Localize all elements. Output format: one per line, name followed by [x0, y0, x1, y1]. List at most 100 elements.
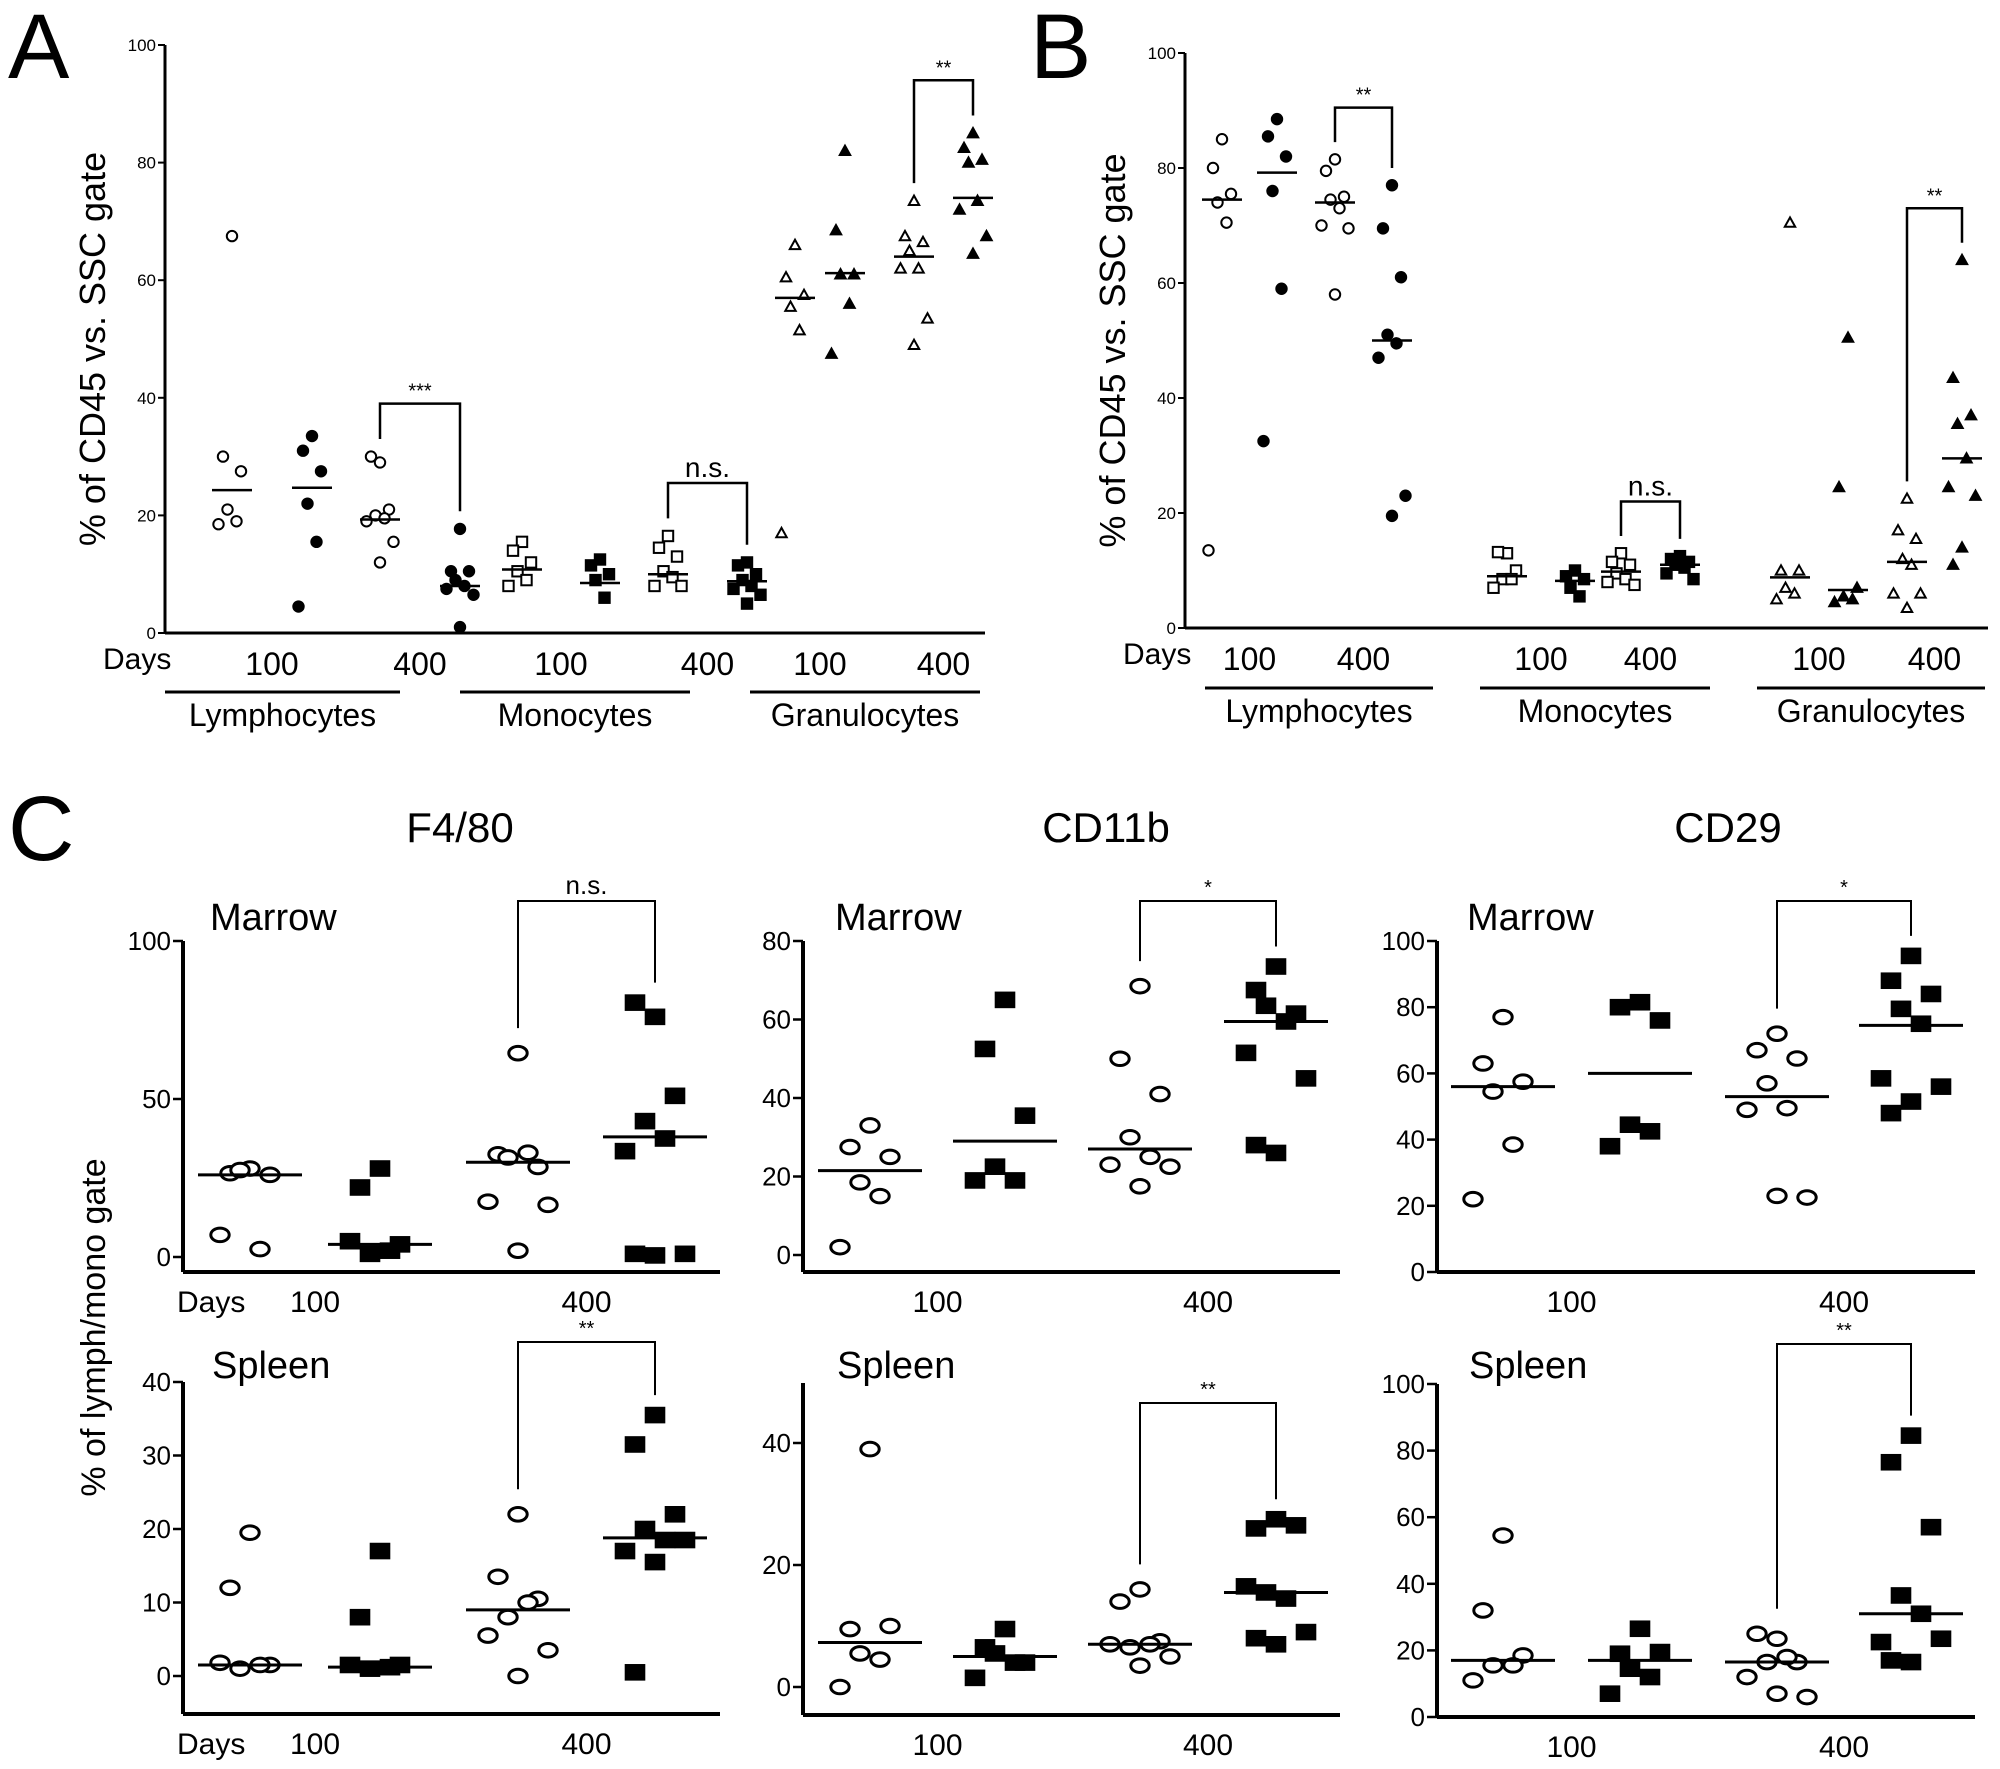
series-granulocytes: [824, 143, 865, 359]
data-point: [1827, 594, 1842, 608]
data-point: [779, 270, 793, 283]
data-point: [1601, 575, 1614, 589]
data-point: [634, 1112, 656, 1130]
data-point: [1482, 1083, 1504, 1100]
data-point: [598, 591, 611, 604]
series-monocytes: [1601, 547, 1641, 592]
data-point: [1736, 1668, 1758, 1686]
panel-b: 0 20 40 60 80 100 % of CD45 vs. SSC gate Days 10…: [1092, 44, 1988, 729]
data-point: [1004, 1172, 1026, 1189]
series-lymphocytes: [1315, 153, 1355, 301]
series-400: [466, 1044, 570, 1259]
data-point: [221, 503, 234, 516]
series-lymphocytes: [1202, 133, 1242, 557]
data-point: [1099, 1156, 1121, 1174]
panel-label-a: A: [8, 0, 70, 98]
data-point: [664, 1087, 686, 1105]
panel-a: 0 20 40 60 80 100 % of CD45 vs. SSC gate Days 10…: [72, 36, 994, 733]
data-point: [1220, 216, 1233, 229]
panel-c-cd11b-spleen: 0 20 40 Spleen 100 400 **: [762, 1345, 1340, 1762]
data-point: [1109, 1593, 1131, 1610]
data-point: [1482, 1657, 1504, 1674]
y-tick-label: 20: [1157, 504, 1176, 523]
data-point: [654, 1531, 676, 1549]
data-point: [654, 1130, 676, 1147]
data-point: [1776, 1648, 1798, 1666]
tissue-label: Spleen: [1469, 1345, 1587, 1387]
data-point: [1512, 1073, 1534, 1090]
data-point: [1215, 133, 1229, 146]
significance-bracket: [666, 481, 749, 545]
data-point: [360, 515, 373, 528]
data-point: [1159, 1648, 1181, 1665]
x-tick-label: 100: [245, 646, 298, 682]
data-point: [1880, 1453, 1902, 1471]
data-point: [859, 1117, 881, 1134]
data-point: [994, 991, 1016, 1009]
group-label: Granulocytes: [771, 697, 960, 733]
data-point: [788, 237, 802, 251]
data-point: [369, 1542, 391, 1560]
significance-bracket: [378, 402, 462, 512]
x-tick-label: 400: [1819, 1286, 1869, 1319]
data-point: [1265, 1144, 1287, 1162]
data-point: [964, 1172, 986, 1189]
data-point: [1687, 572, 1700, 586]
data-point: [1245, 1520, 1267, 1537]
data-point: [1129, 977, 1151, 995]
x-tick-label: 400: [393, 646, 446, 682]
data-point: [1202, 544, 1215, 557]
days-label: Days: [177, 1286, 245, 1319]
data-point: [517, 1594, 539, 1611]
y-tick-label: 10: [142, 1588, 171, 1618]
data-point: [975, 152, 989, 165]
series-lymphocytes: [212, 229, 252, 531]
data-point: [1265, 1636, 1287, 1653]
x-tick-label: 400: [1908, 641, 1961, 677]
significance-label: **: [1927, 185, 1943, 207]
data-point: [1487, 581, 1500, 594]
data-point: [1946, 370, 1960, 384]
data-point: [749, 568, 763, 581]
series-monocytes: [648, 529, 688, 593]
data-point: [1766, 1025, 1788, 1042]
data-point: [1891, 522, 1905, 536]
y-tick-label: 0: [157, 1242, 171, 1272]
data-point: [979, 228, 994, 242]
data-point: [373, 456, 387, 469]
data-point: [520, 573, 533, 587]
data-point: [1394, 271, 1408, 284]
significance-label: n.s.: [685, 452, 730, 483]
data-point: [1964, 407, 1978, 421]
data-point: [1900, 1093, 1922, 1110]
x-tick-label: 100: [912, 1286, 962, 1319]
y-tick-label: 100: [1382, 926, 1425, 956]
data-point: [893, 261, 908, 274]
data-point: [1285, 1517, 1307, 1534]
data-point: [1900, 600, 1914, 614]
series-lymphocytes: [292, 429, 332, 613]
series-100: [953, 1620, 1057, 1687]
data-point: [1955, 252, 1969, 266]
data-point: [1736, 1101, 1758, 1119]
data-point: [879, 1148, 901, 1166]
y-tick-label: 60: [137, 271, 156, 290]
data-point: [1678, 561, 1691, 574]
data-point: [674, 1245, 696, 1263]
data-point: [1333, 202, 1346, 215]
data-point: [1119, 1128, 1141, 1146]
data-point: [1275, 282, 1288, 295]
data-point: [727, 582, 740, 596]
series-400: [1725, 1025, 1829, 1206]
data-point: [674, 1531, 696, 1549]
series-100: [818, 1440, 922, 1696]
data-point: [1337, 190, 1351, 203]
data-point: [1129, 1657, 1151, 1674]
data-point: [537, 1196, 559, 1214]
y-tick-label: 80: [762, 926, 791, 956]
y-tick-label: 100: [128, 926, 171, 956]
data-point: [1930, 1078, 1952, 1095]
series-monocytes: [1487, 545, 1527, 594]
panel-c-f4-80-marrow: 0 50 100 F4/80 Marrow Days 100 400 % of lymph/mo…: [75, 804, 720, 1497]
data-point: [387, 535, 400, 549]
